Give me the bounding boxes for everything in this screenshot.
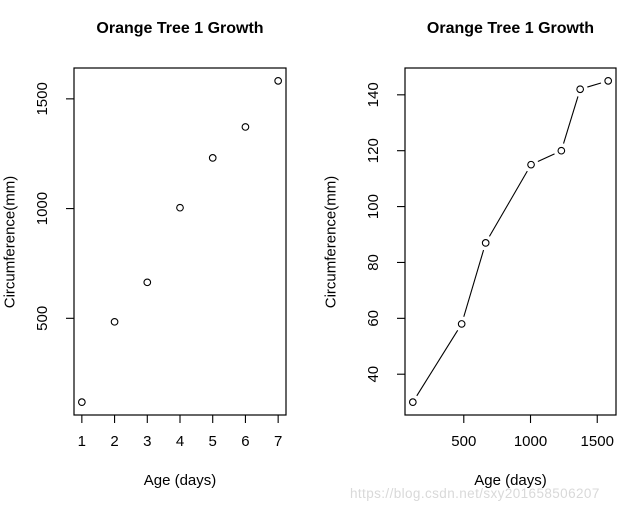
y-tick-label: 120 bbox=[365, 138, 382, 163]
right-plot-svg: 500 1000 1500 40 60 80 100 120 140 bbox=[365, 67, 617, 450]
series-line-segment bbox=[587, 82, 602, 88]
left-plot-svg: 1 2 3 4 5 6 7 500 1000 1500 bbox=[34, 67, 287, 450]
data-point bbox=[527, 160, 535, 169]
data-point bbox=[481, 239, 490, 247]
x-tick-label: 2 bbox=[110, 433, 118, 450]
data-point bbox=[208, 154, 217, 162]
left-y-axis-label: Circumference(mm) bbox=[1, 175, 19, 309]
right-y-axis-label: Circumference(mm) bbox=[322, 175, 340, 309]
y-tick-label: 140 bbox=[365, 82, 382, 107]
x-tick-label: 1 bbox=[78, 433, 86, 450]
y-tick-label: 60 bbox=[365, 310, 382, 327]
data-point bbox=[576, 85, 585, 94]
right-chart-title: Orange Tree 1 Growth bbox=[426, 20, 595, 37]
left-x-axis-label: Age (days) bbox=[143, 472, 217, 489]
data-point bbox=[557, 146, 566, 155]
series-line-segment bbox=[537, 153, 555, 163]
data-point bbox=[408, 398, 417, 406]
x-tick-label: 3 bbox=[143, 433, 151, 450]
data-point bbox=[604, 77, 613, 85]
left-chart-title: Orange Tree 1 Growth bbox=[96, 20, 264, 37]
y-tick-label: 100 bbox=[365, 194, 382, 219]
plot-border bbox=[404, 67, 617, 416]
x-tick-label: 1500 bbox=[581, 433, 614, 450]
x-tick-label: 7 bbox=[274, 433, 282, 450]
chart-panel-left: 1 2 3 4 5 6 7 500 1000 1500 Orange Tree 1 Growth … bbox=[1, 20, 287, 489]
y-tick-label: 80 bbox=[365, 254, 382, 271]
data-point bbox=[143, 278, 152, 287]
data-point bbox=[78, 398, 86, 406]
data-point bbox=[241, 123, 250, 131]
data-point bbox=[176, 203, 184, 212]
chart-panel-right: 500 1000 1500 40 60 80 100 120 140 Orange Tree 1… bbox=[321, 0, 642, 508]
watermark-url: https://blog.csdn.net/sxy201658506207 bbox=[350, 486, 600, 501]
data-point bbox=[110, 317, 119, 326]
x-tick-label: 1000 bbox=[514, 433, 547, 450]
series-line-segment bbox=[488, 170, 528, 237]
series-line-segment bbox=[463, 249, 485, 317]
y-tick-label: 500 bbox=[34, 306, 51, 331]
y-tick-label: 40 bbox=[365, 366, 382, 383]
data-point bbox=[457, 320, 466, 328]
x-tick-label: 500 bbox=[451, 433, 476, 450]
right-x-axis-label: Age (days) bbox=[474, 472, 547, 489]
x-tick-label: 4 bbox=[176, 433, 184, 450]
data-point bbox=[274, 77, 282, 85]
plot-border bbox=[73, 67, 287, 416]
y-tick-label: 1000 bbox=[34, 192, 51, 225]
series-line-segment bbox=[563, 96, 579, 144]
x-tick-label: 6 bbox=[241, 433, 249, 450]
series-line-segment bbox=[416, 329, 459, 397]
x-tick-label: 5 bbox=[209, 433, 217, 450]
y-tick-label: 1500 bbox=[34, 82, 51, 115]
